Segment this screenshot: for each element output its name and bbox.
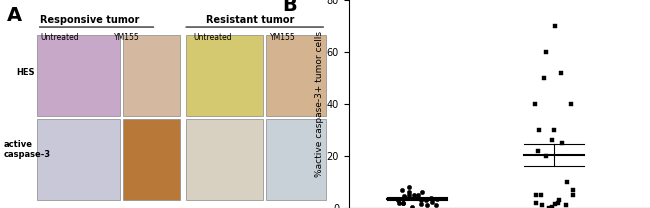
Point (530, 102, 540, 106)
Text: Untreated: Untreated (194, 33, 233, 42)
Text: YM155: YM155 (114, 33, 139, 42)
Bar (266, 35, 326, 116)
Text: Untreated: Untreated (40, 33, 79, 42)
Point (394, 201, 404, 204)
Bar (187, 35, 263, 116)
Bar (187, 119, 263, 200)
Point (532, 149, 543, 152)
Point (399, 196, 410, 199)
Point (407, 205, 417, 208)
Point (547, 205, 558, 208)
Point (404, 193, 415, 197)
Text: B: B (283, 0, 297, 15)
Text: A: A (6, 6, 22, 25)
Point (400, 196, 411, 199)
Point (541, 50, 552, 54)
Point (550, 24, 560, 28)
Point (531, 193, 541, 197)
Point (530, 201, 541, 204)
Text: Resistant tumor: Resistant tumor (205, 15, 294, 25)
Point (413, 193, 423, 197)
Point (561, 204, 571, 207)
Point (404, 186, 414, 189)
Point (566, 102, 576, 106)
Point (404, 191, 414, 194)
Point (534, 128, 544, 132)
Point (432, 197, 442, 201)
Point (553, 198, 564, 202)
Point (398, 201, 408, 204)
Point (541, 154, 551, 158)
Point (549, 202, 560, 206)
Bar (124, 119, 180, 200)
Point (549, 128, 559, 132)
Point (547, 139, 557, 142)
Point (399, 195, 410, 198)
Point (417, 191, 427, 194)
Point (416, 198, 426, 202)
Point (556, 141, 567, 145)
Point (393, 198, 403, 202)
Point (567, 193, 578, 197)
Text: HES: HES (17, 68, 35, 77)
Point (397, 188, 408, 191)
Point (430, 204, 441, 207)
Y-axis label: %active caspase-3+ tumor cells: %active caspase-3+ tumor cells (315, 31, 324, 177)
Text: YM155: YM155 (270, 33, 296, 42)
Point (536, 193, 546, 197)
Point (537, 204, 547, 207)
Point (398, 201, 408, 204)
Bar (36, 119, 120, 200)
Point (421, 198, 431, 202)
Text: Responsive tumor: Responsive tumor (40, 15, 140, 25)
Point (416, 202, 426, 206)
Bar (124, 35, 180, 116)
Point (427, 200, 437, 203)
Point (556, 71, 566, 74)
Point (562, 180, 572, 184)
Text: active
caspase-3: active caspase-3 (3, 140, 51, 160)
Bar (36, 35, 120, 116)
Bar (266, 119, 326, 200)
Point (539, 76, 549, 80)
Point (568, 188, 578, 191)
Point (543, 206, 554, 208)
Point (410, 193, 420, 197)
Point (426, 196, 436, 199)
Point (552, 201, 563, 204)
Point (422, 204, 432, 207)
